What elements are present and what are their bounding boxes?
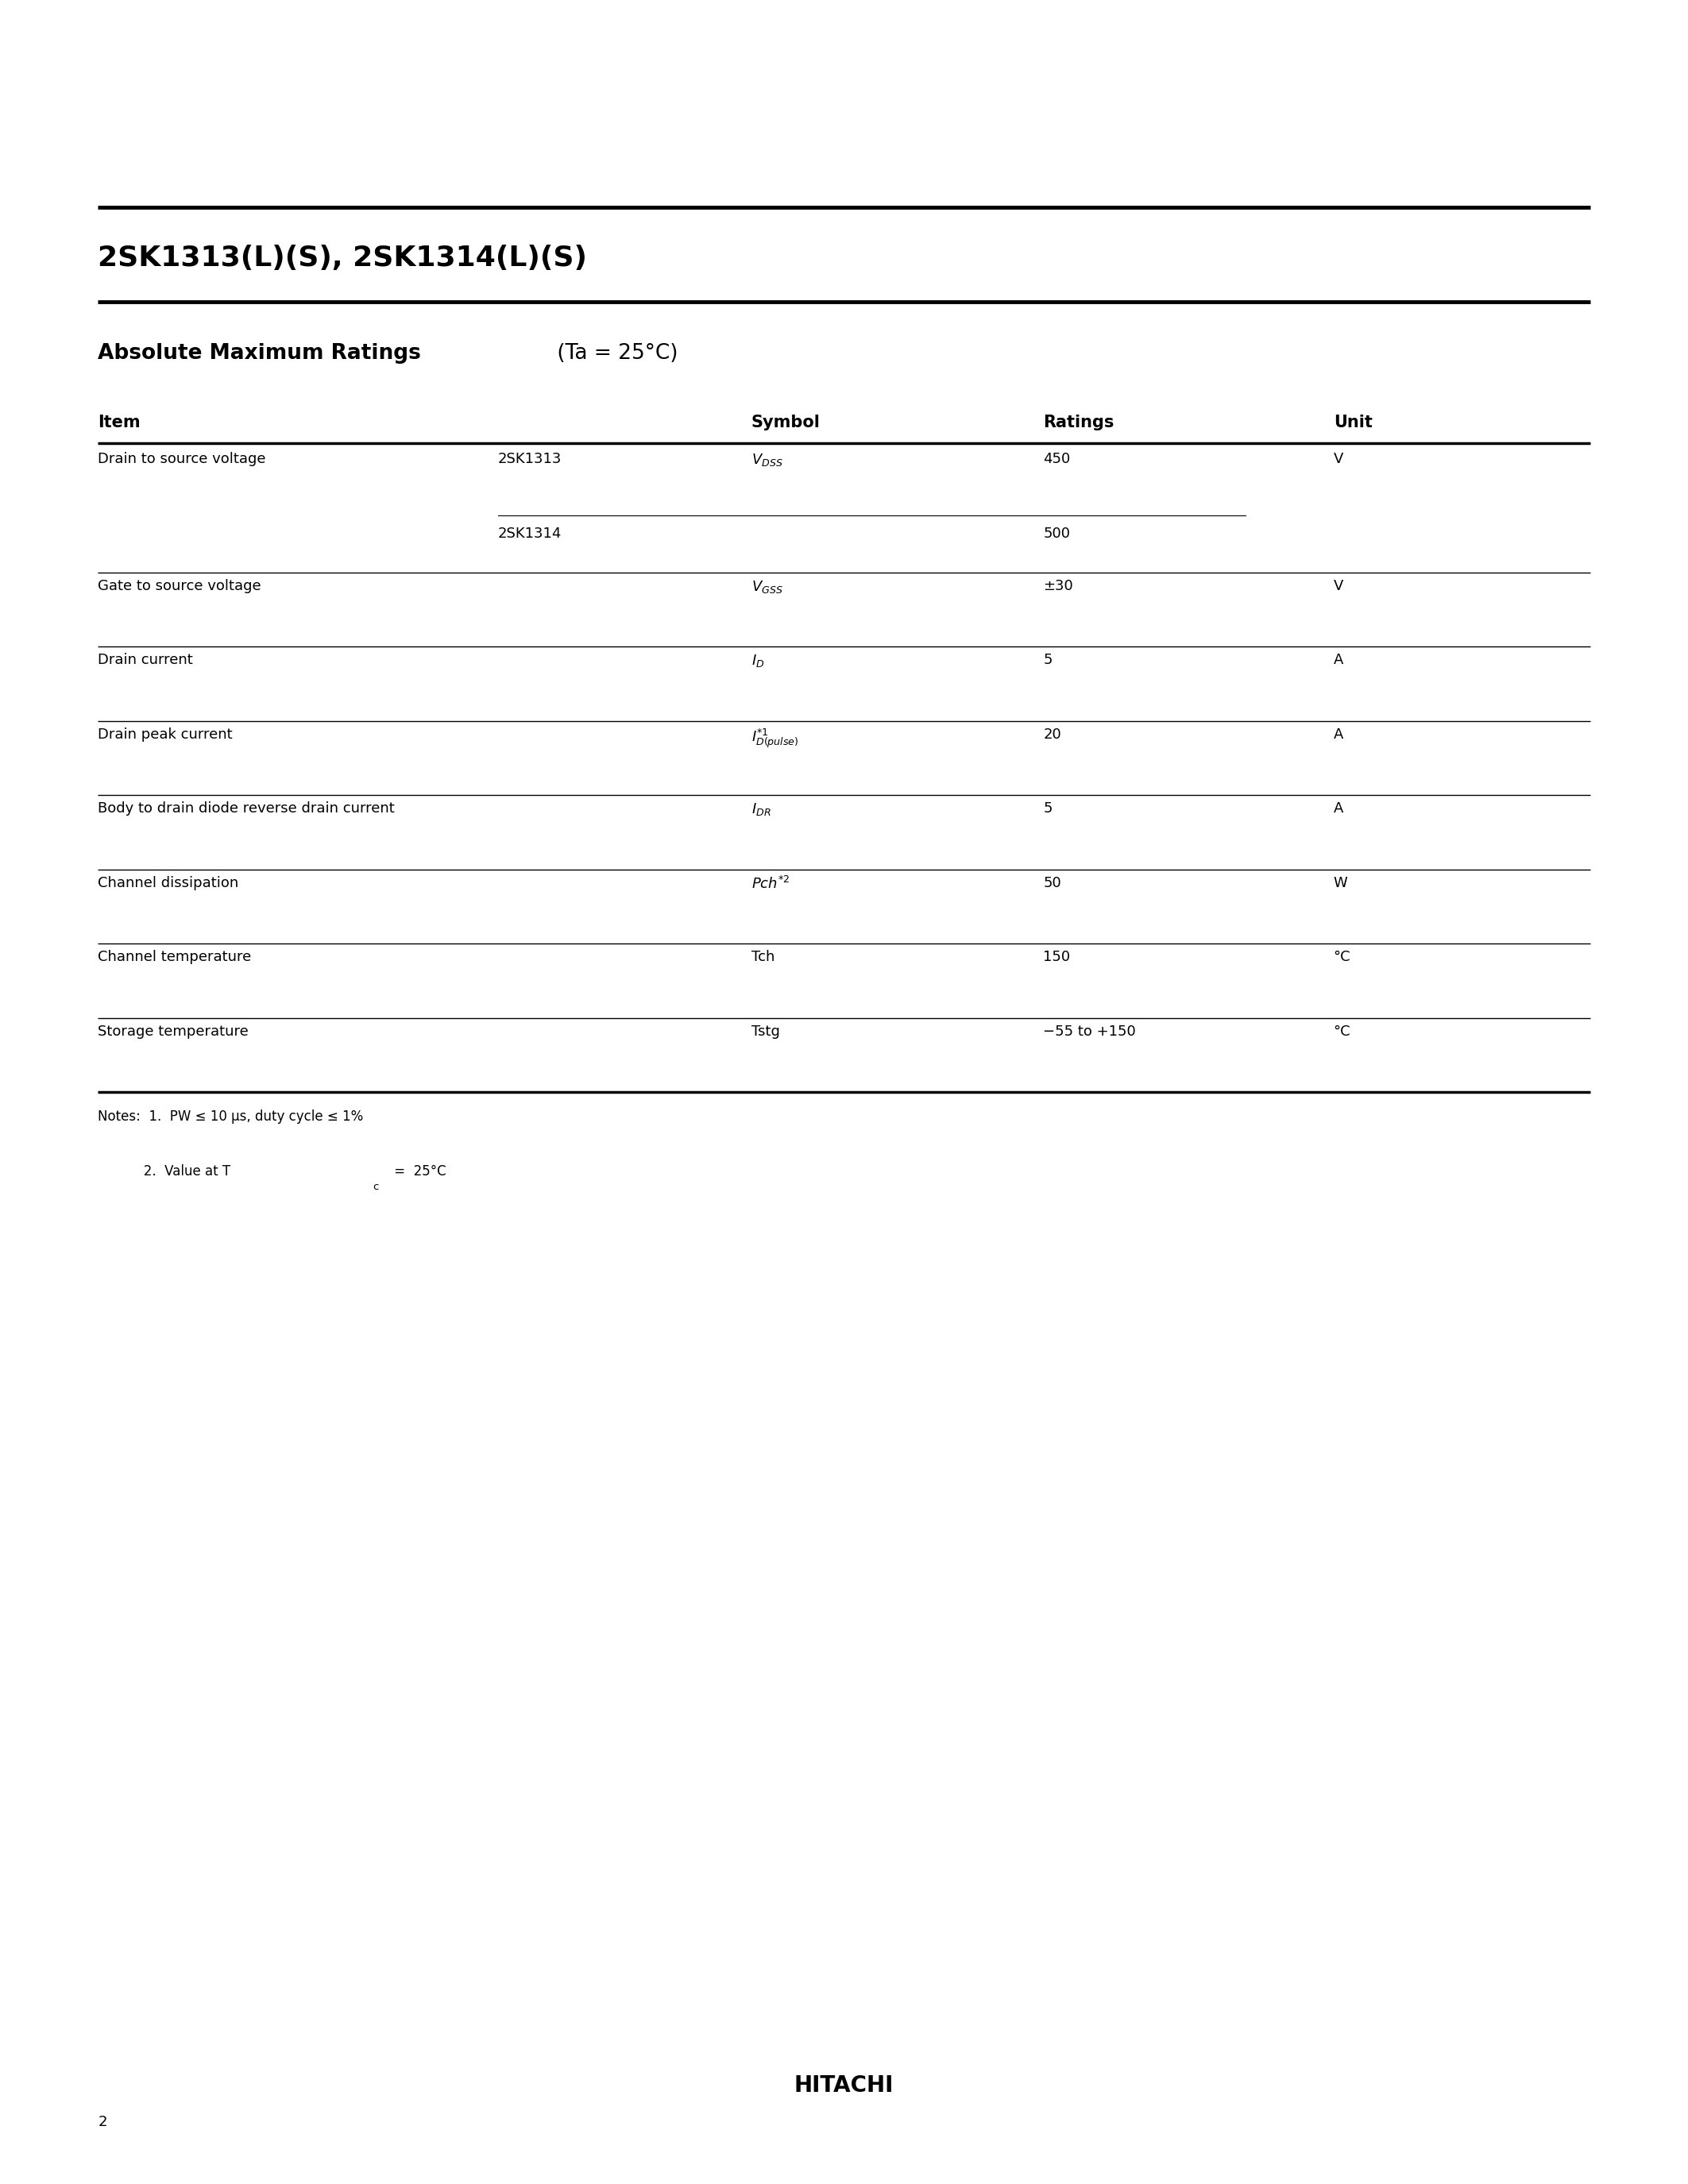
Text: $I_{DR}$: $I_{DR}$ bbox=[751, 802, 771, 817]
Text: A: A bbox=[1334, 727, 1344, 743]
Text: A: A bbox=[1334, 653, 1344, 668]
Text: 450: 450 bbox=[1043, 452, 1070, 467]
Text: HITACHI: HITACHI bbox=[795, 2075, 895, 2097]
Text: Body to drain diode reverse drain current: Body to drain diode reverse drain curren… bbox=[98, 802, 395, 817]
Text: 5: 5 bbox=[1043, 802, 1052, 817]
Text: Notes:  1.  PW ≤ 10 μs, duty cycle ≤ 1%: Notes: 1. PW ≤ 10 μs, duty cycle ≤ 1% bbox=[98, 1109, 363, 1125]
Text: V: V bbox=[1334, 452, 1344, 467]
Text: (Ta = 25°C): (Ta = 25°C) bbox=[550, 343, 679, 363]
Text: $V_{DSS}$: $V_{DSS}$ bbox=[751, 452, 783, 467]
Text: Channel dissipation: Channel dissipation bbox=[98, 876, 238, 891]
Text: $V_{GSS}$: $V_{GSS}$ bbox=[751, 579, 783, 594]
Text: c: c bbox=[373, 1182, 378, 1192]
Text: A: A bbox=[1334, 802, 1344, 817]
Text: Drain to source voltage: Drain to source voltage bbox=[98, 452, 267, 467]
Text: =  25°C: = 25°C bbox=[390, 1164, 446, 1179]
Text: 2: 2 bbox=[98, 2114, 106, 2129]
Text: 2SK1313(L)(S), 2SK1314(L)(S): 2SK1313(L)(S), 2SK1314(L)(S) bbox=[98, 245, 587, 271]
Text: $Pch^{*2}$: $Pch^{*2}$ bbox=[751, 876, 790, 891]
Text: Absolute Maximum Ratings: Absolute Maximum Ratings bbox=[98, 343, 420, 363]
Text: 2SK1313: 2SK1313 bbox=[498, 452, 562, 467]
Text: W: W bbox=[1334, 876, 1347, 891]
Text: $I_{D(pulse)}^{*1}$: $I_{D(pulse)}^{*1}$ bbox=[751, 727, 798, 749]
Text: Gate to source voltage: Gate to source voltage bbox=[98, 579, 262, 594]
Text: Tstg: Tstg bbox=[751, 1024, 780, 1040]
Text: °C: °C bbox=[1334, 950, 1350, 965]
Text: 2.  Value at T: 2. Value at T bbox=[98, 1164, 231, 1179]
Text: 2SK1314: 2SK1314 bbox=[498, 526, 562, 542]
Text: 20: 20 bbox=[1043, 727, 1062, 743]
Text: 50: 50 bbox=[1043, 876, 1062, 891]
Text: Ratings: Ratings bbox=[1043, 415, 1114, 430]
Text: 5: 5 bbox=[1043, 653, 1052, 668]
Text: Item: Item bbox=[98, 415, 140, 430]
Text: Tch: Tch bbox=[751, 950, 775, 965]
Text: Symbol: Symbol bbox=[751, 415, 820, 430]
Text: −55 to +150: −55 to +150 bbox=[1043, 1024, 1136, 1040]
Text: Drain current: Drain current bbox=[98, 653, 192, 668]
Text: Unit: Unit bbox=[1334, 415, 1372, 430]
Text: Storage temperature: Storage temperature bbox=[98, 1024, 248, 1040]
Text: 500: 500 bbox=[1043, 526, 1070, 542]
Text: °C: °C bbox=[1334, 1024, 1350, 1040]
Text: $I_{D}$: $I_{D}$ bbox=[751, 653, 765, 668]
Text: ±30: ±30 bbox=[1043, 579, 1074, 594]
Text: Drain peak current: Drain peak current bbox=[98, 727, 233, 743]
Text: V: V bbox=[1334, 579, 1344, 594]
Text: 150: 150 bbox=[1043, 950, 1070, 965]
Text: Channel temperature: Channel temperature bbox=[98, 950, 252, 965]
